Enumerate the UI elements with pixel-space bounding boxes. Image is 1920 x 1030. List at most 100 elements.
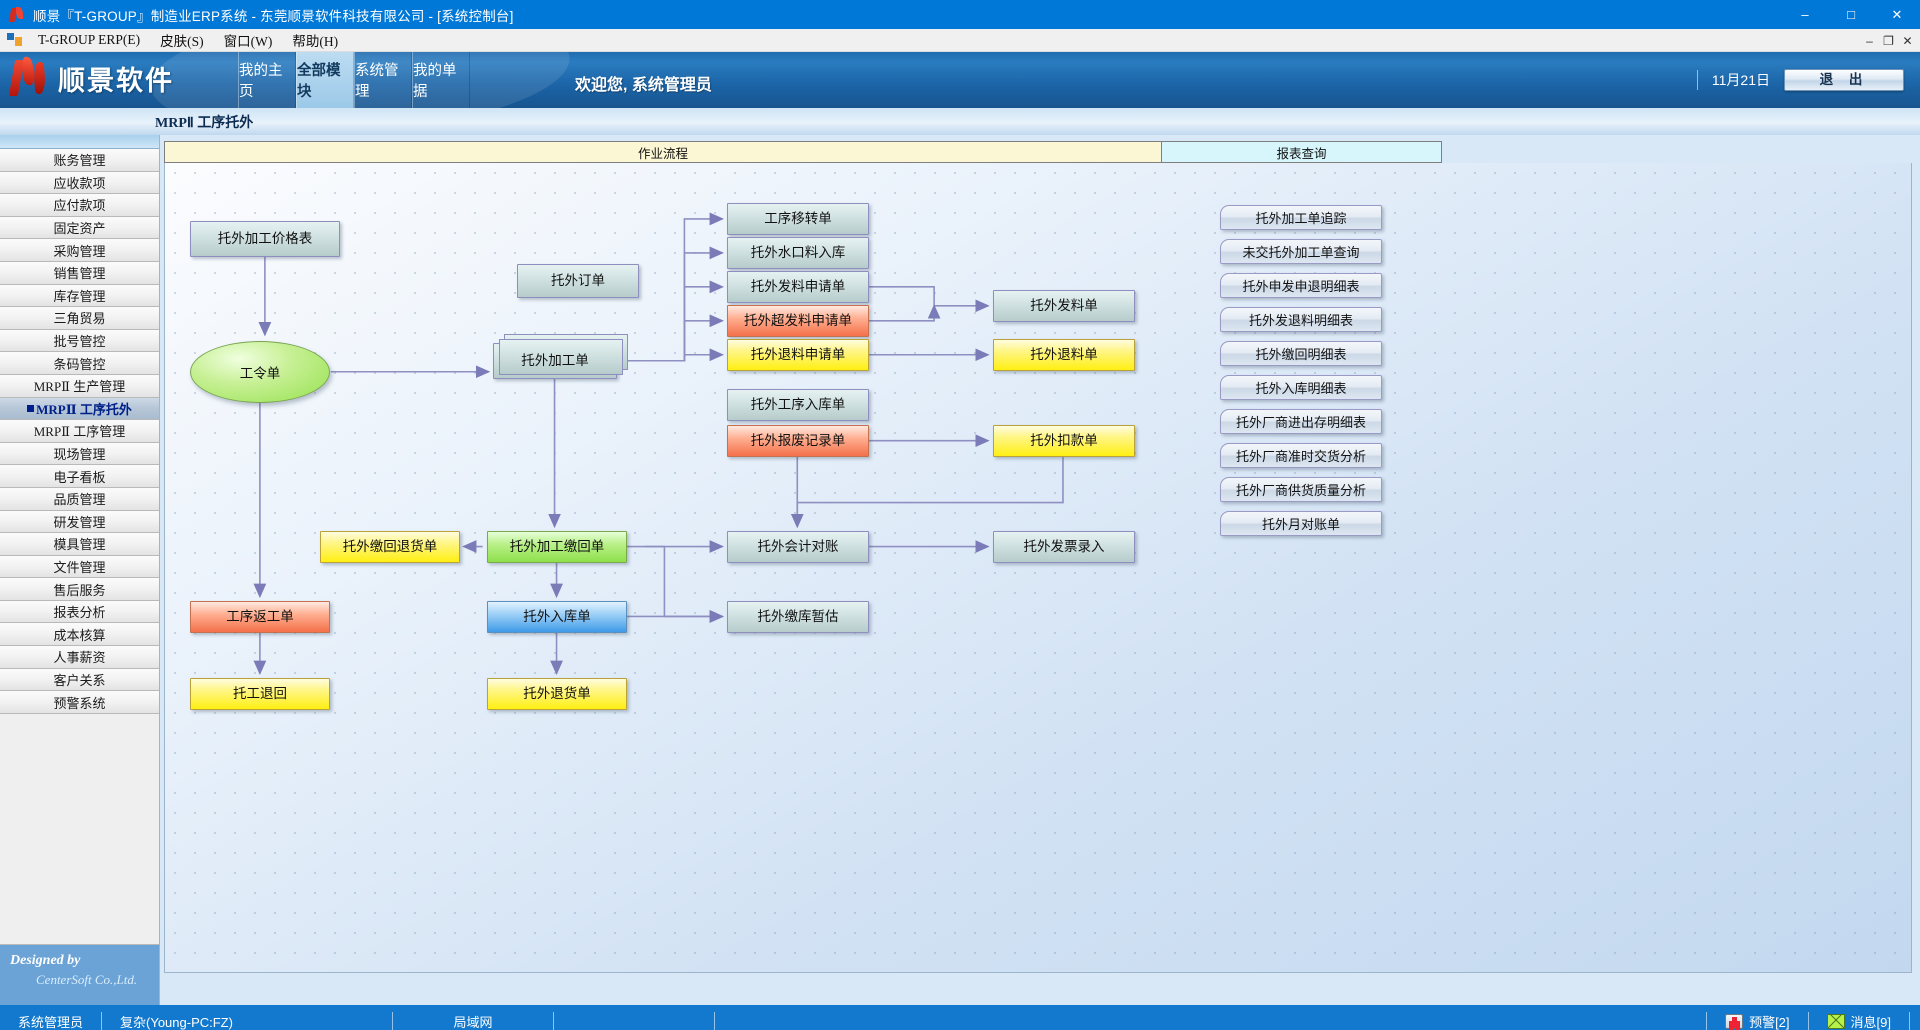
flow-node-n19[interactable]: 工序返工单 <box>190 601 330 633</box>
report-button-5[interactable]: 托外入库明细表 <box>1220 375 1382 400</box>
flow-node-n5[interactable]: 工序移转单 <box>727 203 869 235</box>
flow-node-label: 工序移转单 <box>764 210 832 226</box>
sidebar-item-18[interactable]: 文件管理 <box>0 555 159 579</box>
sidebar-item-8[interactable]: 批号管控 <box>0 329 159 353</box>
sidebar-item-7[interactable]: 三角贸易 <box>0 307 159 330</box>
sidebar-item-21[interactable]: 成本核算 <box>0 623 159 647</box>
brand-header: 顺景软件 我的主页 全部模块 系统管理 我的单据 欢迎您, 系统管理员 11月2… <box>0 52 1920 108</box>
window-title-bar: 顺景『T-GROUP』制造业ERP系统 - 东莞顺景软件科技有限公司 - [系统… <box>0 0 1920 29</box>
report-button-7[interactable]: 托外厂商准时交货分析 <box>1220 443 1382 468</box>
report-button-9[interactable]: 托外月对账单 <box>1220 511 1382 536</box>
flow-node-n12[interactable]: 托外发料单 <box>993 290 1135 322</box>
flow-node-label: 托外退料申请单 <box>750 346 846 362</box>
flow-node-n18[interactable]: 托外发票录入 <box>993 531 1135 563</box>
report-button-8[interactable]: 托外厂商供货质量分析 <box>1220 477 1382 502</box>
sidebar-item-label: MRPⅡ 生产管理 <box>33 379 126 395</box>
flow-node-n16[interactable]: 托外加工缴回单 <box>487 531 627 563</box>
sidebar-item-9[interactable]: 条码管控 <box>0 352 159 375</box>
flow-node-n1[interactable]: 托外加工价格表 <box>190 221 340 257</box>
tab-report-query[interactable]: 报表查询 <box>1162 141 1442 163</box>
sidebar-item-4[interactable]: 采购管理 <box>0 239 159 262</box>
window-minimize-button[interactable]: – <box>1801 7 1809 22</box>
flow-node-n9[interactable]: 托外退料申请单 <box>727 339 869 371</box>
welcome-message: 欢迎您, 系统管理员 <box>575 77 712 94</box>
flow-node-n13[interactable]: 托外退料单 <box>993 339 1135 371</box>
flow-node-n17[interactable]: 托外会计对账 <box>727 531 869 563</box>
designer-name: CenterSoft Co.,Ltd. <box>36 972 138 987</box>
app-logo-icon <box>9 6 25 23</box>
window-maximize-button[interactable]: □ <box>1847 7 1855 22</box>
sidebar-item-24[interactable]: 预警系统 <box>0 691 159 714</box>
sidebar-item-5[interactable]: 销售管理 <box>0 261 159 285</box>
flow-node-n22[interactable]: 托工退回 <box>190 678 330 710</box>
top-nav-tabs: 我的主页 全部模块 系统管理 我的单据 <box>238 52 470 108</box>
flow-node-n21[interactable]: 托外缴库暂估 <box>727 601 869 633</box>
flow-node-n6[interactable]: 托外水口料入库 <box>727 237 869 269</box>
flow-node-n10[interactable]: 托外工序入库单 <box>727 389 869 421</box>
window-title-text: 顺景『T-GROUP』制造业ERP系统 - 东莞顺景软件科技有限公司 - [系统… <box>33 8 514 24</box>
tab-work-flow[interactable]: 作业流程 <box>164 141 1162 163</box>
sidebar-item-20[interactable]: 报表分析 <box>0 600 159 624</box>
logout-button[interactable]: 退 出 <box>1784 69 1904 91</box>
flow-node-n7[interactable]: 托外发料申请单 <box>727 271 869 303</box>
flow-node-n3[interactable]: 托外订单 <box>517 264 639 298</box>
flow-node-n20[interactable]: 托外入库单 <box>487 601 627 633</box>
menu-item-help[interactable]: 帮助(H) <box>292 34 339 49</box>
menu-item-erp[interactable]: T-GROUP ERP(E) <box>38 32 141 47</box>
mdi-minimize-button[interactable]: – <box>1866 33 1873 48</box>
mdi-close-button[interactable]: ✕ <box>1902 33 1913 48</box>
window-close-button[interactable]: ✕ <box>1891 6 1903 22</box>
sidebar-footer: Designed by CenterSoft Co.,Ltd. <box>0 945 159 1005</box>
sidebar-item-label: 模具管理 <box>53 537 106 553</box>
status-alert-button[interactable]: 预警[2] <box>1707 1005 1807 1030</box>
flow-node-n15[interactable]: 托外缴回退货单 <box>320 531 460 563</box>
flow-node-n4[interactable]: 托外加工单 <box>493 334 628 379</box>
sidebar-item-12[interactable]: MRPⅡ 工序管理 <box>0 420 159 443</box>
sidebar-item-23[interactable]: 客户关系 <box>0 668 159 692</box>
sidebar-item-2[interactable]: 应付款项 <box>0 194 159 217</box>
sidebar-item-3[interactable]: 固定资产 <box>0 216 159 240</box>
sidebar-item-19[interactable]: 售后服务 <box>0 578 159 601</box>
mdi-restore-button[interactable]: ❐ <box>1883 33 1894 48</box>
menu-item-window[interactable]: 窗口(W) <box>223 34 273 49</box>
flow-node-n8[interactable]: 托外超发料申请单 <box>727 305 869 337</box>
report-button-1[interactable]: 未交托外加工单查询 <box>1220 239 1382 264</box>
status-message-button[interactable]: 消息[9] <box>1809 1005 1909 1030</box>
report-button-label: 托外厂商进出存明细表 <box>1235 415 1366 430</box>
flow-node-n23[interactable]: 托外退货单 <box>487 678 627 710</box>
status-user: 系统管理员 <box>18 1015 84 1030</box>
sidebar-item-label: 应付款项 <box>53 198 106 214</box>
sidebar-item-22[interactable]: 人事薪资 <box>0 646 159 669</box>
report-button-0[interactable]: 托外加工单追踪 <box>1220 205 1382 230</box>
report-button-4[interactable]: 托外缴回明细表 <box>1220 341 1382 366</box>
flow-node-label: 托外缴回退货单 <box>342 538 438 554</box>
flow-node-n11[interactable]: 托外报废记录单 <box>727 425 869 457</box>
report-button-6[interactable]: 托外厂商进出存明细表 <box>1220 409 1382 434</box>
flow-node-label: 托外超发料申请单 <box>744 312 852 328</box>
sidebar-item-1[interactable]: 应收款项 <box>0 171 159 195</box>
report-button-3[interactable]: 托外发退料明细表 <box>1220 307 1382 332</box>
report-button-label: 托外月对账单 <box>1261 517 1340 532</box>
sidebar-item-10[interactable]: MRPⅡ 生产管理 <box>0 374 159 398</box>
sidebar-item-11[interactable]: MRPⅡ 工序托外 <box>0 397 159 421</box>
flame-logo-icon <box>8 56 52 100</box>
sidebar-item-13[interactable]: 现场管理 <box>0 442 159 466</box>
sidebar-item-16[interactable]: 研发管理 <box>0 510 159 534</box>
flow-node-n14[interactable]: 托外扣款单 <box>993 425 1135 457</box>
menu-item-skin[interactable]: 皮肤(S) <box>160 34 204 49</box>
sidebar-item-0[interactable]: 账务管理 <box>0 149 159 172</box>
sidebar-item-17[interactable]: 模具管理 <box>0 533 159 556</box>
sidebar-item-label: 电子看板 <box>53 469 106 485</box>
sidebar-item-15[interactable]: 品质管理 <box>0 487 159 511</box>
sidebar-item-14[interactable]: 电子看板 <box>0 465 159 488</box>
tab-system-admin[interactable]: 系统管理 <box>354 52 412 108</box>
sidebar-item-label: 研发管理 <box>53 514 106 530</box>
tab-my-documents[interactable]: 我的单据 <box>412 52 470 108</box>
sidebar-item-6[interactable]: 库存管理 <box>0 284 159 308</box>
flow-node-n2[interactable]: 工令单 <box>190 341 330 403</box>
tab-all-modules[interactable]: 全部模块 <box>296 52 354 108</box>
report-button-2[interactable]: 托外申发申退明细表 <box>1220 273 1382 298</box>
tab-my-home[interactable]: 我的主页 <box>238 52 296 108</box>
flow-node-label: 托外水口料入库 <box>750 244 846 260</box>
status-divider-5 <box>1706 1011 1708 1030</box>
